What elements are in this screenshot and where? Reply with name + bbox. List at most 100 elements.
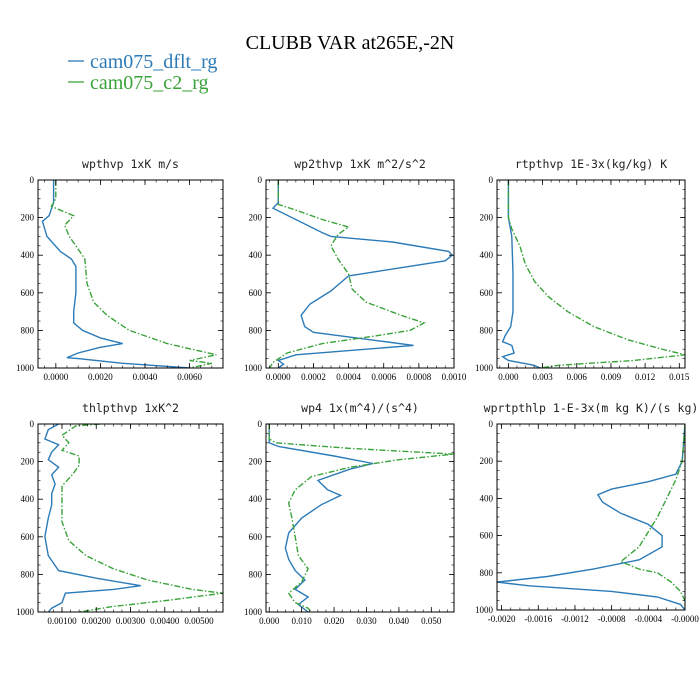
y-tick-label: 200 (249, 457, 263, 467)
legend-label-c2: cam075_c2_rg (90, 72, 209, 94)
x-tick-label: 0.010 (292, 616, 313, 626)
panel-4: thlpthvp 1xK^2 0 200 400 600 800 1000 0.00100 0.… (16, 401, 224, 626)
x-tick-label: -0.0000 (671, 614, 699, 624)
y-tick-label: 400 (21, 494, 35, 504)
y-tick-label: 0 (30, 419, 35, 429)
x-tick-label: 0.00100 (47, 616, 77, 626)
x-tick-label: 0.006 (567, 372, 588, 382)
y-tick-label: 600 (480, 288, 494, 298)
y-tick-label: 800 (249, 569, 263, 579)
plot-frame (37, 179, 224, 369)
series-line-c2 (507, 180, 685, 368)
x-tick-label: 0.00500 (184, 616, 214, 626)
x-tick-label: 0.020 (324, 616, 345, 626)
panel-title: wp2thvp 1xK m^2/s^2 (294, 157, 426, 171)
x-tick-label: 0.00300 (116, 616, 146, 626)
x-tick-label: 0.0008 (406, 372, 431, 382)
x-tick-label: 0.009 (601, 372, 622, 382)
y-tick-label: 1000 (475, 363, 494, 373)
x-tick-label: -0.0008 (598, 614, 626, 624)
x-tick-label: 0.0040 (133, 372, 158, 382)
panel-title: thlpthvp 1xK^2 (82, 401, 179, 415)
y-tick-label: 0 (258, 175, 263, 185)
x-tick-label: 0.015 (669, 372, 690, 382)
series-line-c2 (619, 424, 685, 610)
x-tick-label: 0.050 (421, 616, 442, 626)
x-tick-label: 0.0002 (301, 372, 326, 382)
x-tick-label: 0.040 (389, 616, 410, 626)
y-tick-label: 200 (480, 213, 494, 223)
panel-1: wpthvp 1xK m/s 0 200 400 600 800 1000 0.0000 0.0… (16, 157, 224, 382)
y-tick-label: 600 (480, 531, 494, 541)
y-tick-label: 400 (21, 250, 35, 260)
x-tick-label: 0.003 (532, 372, 553, 382)
y-tick-label: 400 (249, 494, 263, 504)
x-tick-label: 0.0000 (266, 372, 291, 382)
plot-frame (496, 423, 686, 611)
x-tick-label: 0.030 (356, 616, 377, 626)
plot-frame (496, 179, 686, 369)
panel-title: wpthvp 1xK m/s (82, 157, 179, 171)
y-tick-label: 400 (249, 250, 263, 260)
y-tick-label: 200 (480, 456, 494, 466)
panel-title: wprtpthlp 1-E-3x(m kg K)/(s kg) (484, 401, 699, 415)
x-tick-label: -0.0012 (561, 614, 589, 624)
series-line-c2 (50, 180, 217, 368)
x-tick-label: -0.0004 (634, 614, 662, 624)
x-tick-label: -0.0016 (524, 614, 552, 624)
y-tick-label: 200 (21, 457, 35, 467)
panel-3: rtpthvp 1E-3x(kg/kg) K 0 200 400 600 800 1000 0… (475, 157, 690, 382)
figure-title: CLUBB VAR at265E,-2N (246, 32, 455, 54)
y-tick-label: 800 (480, 325, 494, 335)
series-line-dflt (44, 424, 141, 612)
series-line-dflt (271, 180, 454, 368)
legend-label-dflt: cam075_dflt_rg (90, 51, 217, 73)
x-tick-label: 0.0000 (43, 372, 68, 382)
x-tick-label: 0.0004 (336, 372, 361, 382)
y-tick-label: 0 (489, 175, 494, 185)
x-tick-label: 0.012 (635, 372, 655, 382)
x-tick-label: 0.000 (498, 372, 519, 382)
series-line-c2 (268, 424, 454, 612)
y-tick-label: 400 (480, 493, 494, 503)
series-line-dflt (497, 424, 685, 610)
y-tick-label: 0 (258, 419, 263, 429)
series-line-dflt (41, 180, 190, 368)
series-line-dflt (268, 424, 374, 612)
y-tick-label: 0 (489, 419, 494, 429)
y-tick-label: 800 (21, 325, 35, 335)
panel-title: wp4 1x(m^4)/(s^4) (301, 401, 419, 415)
x-tick-label: 0.0060 (177, 372, 202, 382)
series-line-c2 (60, 424, 223, 612)
x-tick-label: 0.0006 (371, 372, 396, 382)
y-tick-label: 1000 (244, 363, 263, 373)
y-tick-label: 800 (21, 569, 35, 579)
legend: cam075_dflt_rg cam075_c2_rg (68, 51, 217, 94)
y-tick-label: 200 (21, 213, 35, 223)
y-tick-label: 600 (249, 288, 263, 298)
y-tick-label: 800 (249, 325, 263, 335)
x-tick-label: 0.0020 (88, 372, 113, 382)
y-tick-label: 1000 (475, 605, 494, 615)
y-tick-label: 1000 (16, 607, 35, 617)
x-tick-label: 0.0010 (442, 372, 467, 382)
y-tick-label: 0 (30, 175, 35, 185)
y-tick-label: 1000 (244, 607, 263, 617)
x-tick-label: 0.00400 (150, 616, 180, 626)
x-tick-label: 0.00200 (82, 616, 112, 626)
y-tick-label: 1000 (16, 363, 35, 373)
y-tick-label: 600 (21, 532, 35, 542)
panel-title: rtpthvp 1E-3x(kg/kg) K (515, 157, 667, 171)
x-tick-label: -0.0020 (488, 614, 516, 624)
y-tick-label: 800 (480, 568, 494, 578)
panel-6: wprtpthlp 1-E-3x(m kg K)/(s kg) 0 200 400 60… (475, 401, 699, 624)
y-tick-label: 400 (480, 250, 494, 260)
y-tick-label: 600 (21, 288, 35, 298)
series-line-dflt (501, 180, 541, 368)
panel-2: wp2thvp 1xK m^2/s^2020040060080010000.00… (244, 157, 467, 382)
x-tick-label: 0.000 (259, 616, 280, 626)
series-line-c2 (268, 180, 426, 368)
